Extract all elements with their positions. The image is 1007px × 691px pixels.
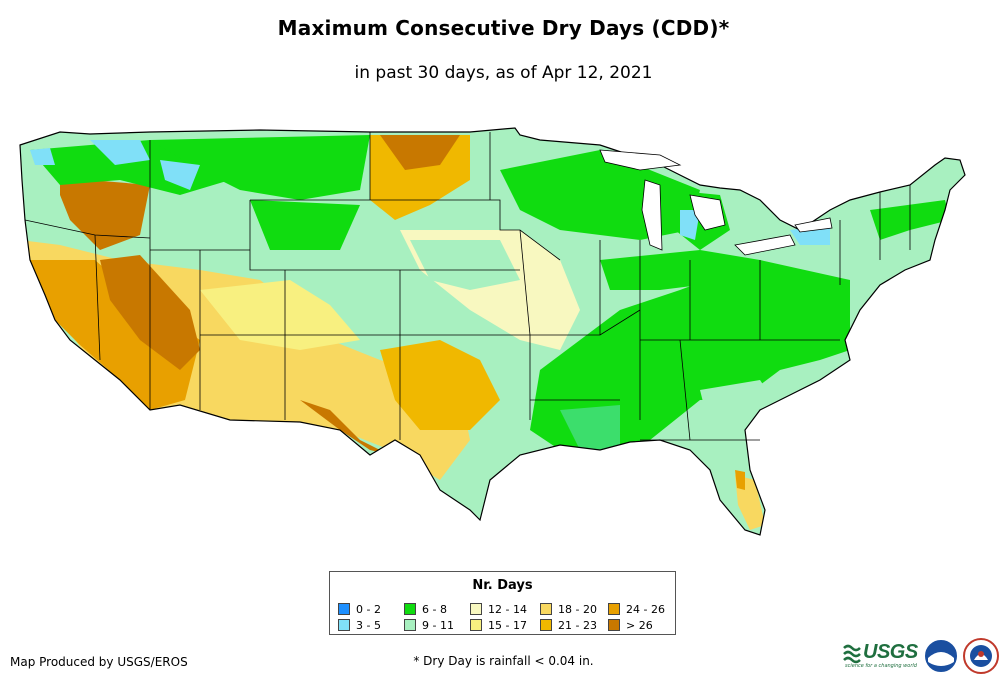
map-subtitle: in past 30 days, as of Apr 12, 2021	[354, 63, 653, 83]
us-cdd-map	[19, 127, 966, 536]
usgs-logo: USGS	[863, 641, 918, 663]
legend-swatch-0	[338, 603, 350, 615]
legend-title: Nr. Days	[472, 578, 533, 593]
dry-day-footnote: * Dry Day is rainfall < 0.04 in.	[413, 654, 594, 668]
legend-swatch-1	[338, 619, 350, 631]
map-title: Maximum Consecutive Dry Days (CDD)*	[277, 16, 730, 40]
legend-item: > 26	[608, 617, 672, 633]
legend-grid: 0 - 2 3 - 5 6 - 8 9 - 11 12 - 14 15 - 17…	[338, 601, 673, 633]
map-credit: Map Produced by USGS/EROS	[10, 655, 188, 669]
noaa-logo-icon	[925, 640, 957, 672]
great-lakes	[599, 149, 833, 256]
legend-item: 21 - 23	[540, 617, 608, 633]
state-boundaries	[24, 132, 911, 441]
legend-item: 18 - 20	[540, 601, 608, 617]
legend-item: 12 - 14	[470, 601, 540, 617]
legend: Nr. Days 0 - 2 3 - 5 6 - 8 9 - 11 12 - 1…	[329, 571, 676, 635]
legend-swatch-3	[404, 619, 416, 631]
legend-swatch-5	[470, 619, 482, 631]
legend-item: 6 - 8	[404, 601, 470, 617]
legend-item: 3 - 5	[338, 617, 404, 633]
legend-swatch-9	[608, 619, 620, 631]
legend-item: 0 - 2	[338, 601, 404, 617]
legend-swatch-7	[540, 619, 552, 631]
agency-logos: USGS science for a changing world	[843, 638, 1003, 678]
legend-item: 15 - 17	[470, 617, 540, 633]
cdd-field	[20, 128, 965, 535]
legend-item: 9 - 11	[404, 617, 470, 633]
legend-swatch-4	[470, 603, 482, 615]
legend-swatch-2	[404, 603, 416, 615]
legend-swatch-6	[540, 603, 552, 615]
nws-logo-icon	[963, 638, 999, 674]
usgs-tagline: science for a changing world	[845, 663, 917, 669]
legend-item: 24 - 26	[608, 601, 672, 617]
legend-swatch-8	[608, 603, 620, 615]
usgs-wave-icon	[843, 644, 861, 664]
